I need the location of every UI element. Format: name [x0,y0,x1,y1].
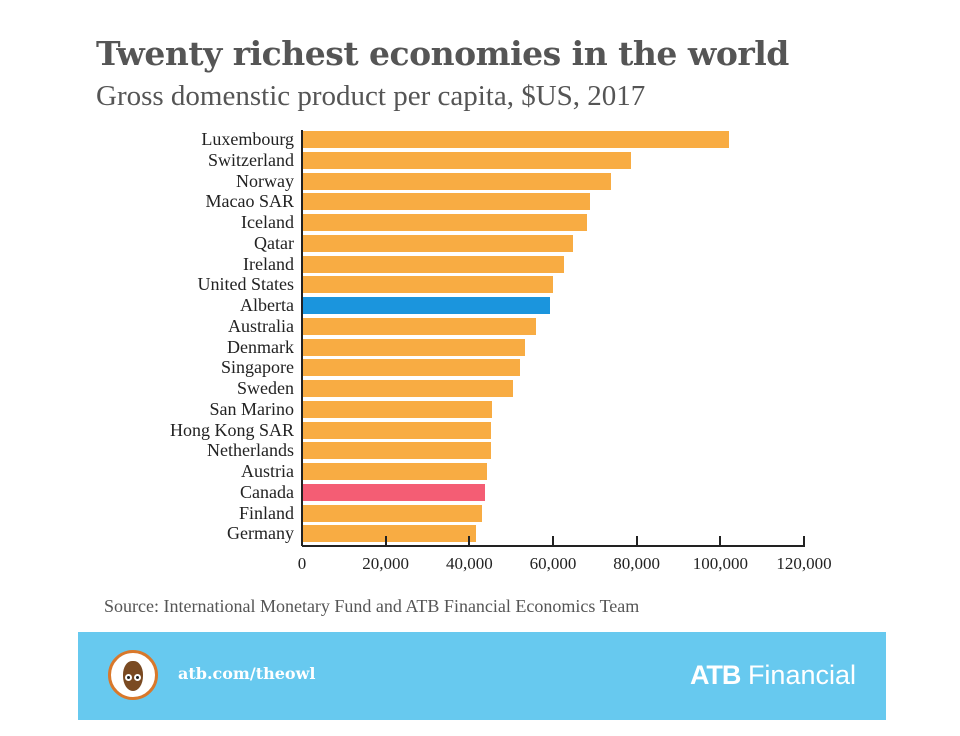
bar-singapore [303,359,520,377]
x-tick [384,536,387,546]
owl-icon [108,650,158,700]
bar-australia [303,317,536,335]
category-label: Iceland [241,212,294,232]
bar-canada [303,483,485,501]
category-label: Luxembourg [201,129,294,149]
source-note: Source: International Monetary Fund and … [104,596,640,616]
x-tick [719,536,722,546]
bar-san-marino [303,400,492,418]
bar-finland [303,504,482,522]
bar-iceland [303,214,587,231]
category-label: Sweden [237,378,294,398]
bar-switzerland [303,151,631,169]
brand-rest: Financial [740,660,856,690]
category-label: Switzerland [208,149,294,170]
bar-netherlands [303,442,491,460]
category-label: United States [197,274,295,295]
category-label: Netherlands [207,440,294,461]
category-label: Hong Kong SAR [169,419,294,440]
x-tick-label: 100,000 [692,554,748,573]
bar-ireland [303,255,564,273]
website-link[interactable]: atb.com/theowl [178,664,316,683]
x-tick [803,536,805,546]
bar-denmark [303,338,525,356]
x-axis-line [302,545,805,547]
category-label: Ireland [243,253,294,274]
bar-macao-sar [303,193,590,211]
category-label: Norway [236,170,294,191]
x-tick [552,536,554,546]
category-label: Singapore [221,357,294,378]
x-tick [635,536,638,546]
x-tick-label: 20,000 [362,554,410,573]
category-label: Alberta [240,295,294,315]
bar-qatar [303,234,573,252]
chart-subtitle: Gross domenstic product per capita, $US,… [96,80,646,112]
y-axis-line [301,130,303,546]
x-tick-label: 60,000 [529,554,577,573]
bar-austria [303,463,487,480]
x-tick-label: 80,000 [613,554,661,573]
category-label: Macao SAR [205,191,295,212]
category-label: Australia [228,315,294,336]
x-tick-label: 40,000 [445,554,493,573]
atb-financial-logo: ATB Financial [690,660,856,691]
bar-luxembourg [303,131,729,148]
bar-chart: Luxembourg Switzerland Norway Macao SAR Icel… [169,129,832,573]
chart-title: Twenty richest economies in the world [96,34,789,73]
category-label: Canada [240,481,294,502]
category-label: Denmark [227,336,294,357]
bar-norway [303,172,611,190]
x-tick [468,536,471,546]
bar-sweden [303,380,513,397]
x-tick-label: 120,000 [776,554,832,573]
bar-germany [303,525,476,543]
category-label: Austria [241,461,294,481]
footer-banner: atb.com/theowl ATB Financial [78,632,886,720]
x-tick-label: 0 [297,554,307,573]
bar-hong-kong-sar [303,421,491,439]
category-label: Germany [227,523,294,544]
category-label: Qatar [254,232,294,253]
bar-alberta [303,297,550,314]
category-label: San Marino [209,398,295,419]
category-label: Finland [238,502,294,523]
brand-bold: ATB [689,660,741,690]
bar-united-states [303,276,553,294]
